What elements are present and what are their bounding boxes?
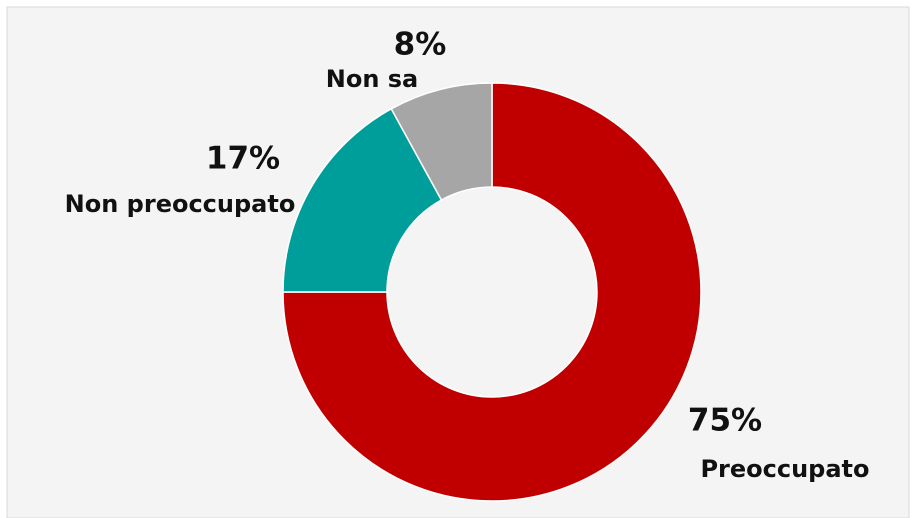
donut-segment xyxy=(390,82,493,202)
data-label: 17% xyxy=(206,141,280,177)
data-label: 8% xyxy=(394,27,447,63)
donut-segment xyxy=(282,107,443,293)
category-label: Non preoccupato xyxy=(65,190,296,218)
donut-segment xyxy=(282,82,702,502)
category-label: Non sa xyxy=(326,65,419,93)
category-label: Preoccupato xyxy=(700,455,869,483)
data-label: 75% xyxy=(688,403,762,439)
